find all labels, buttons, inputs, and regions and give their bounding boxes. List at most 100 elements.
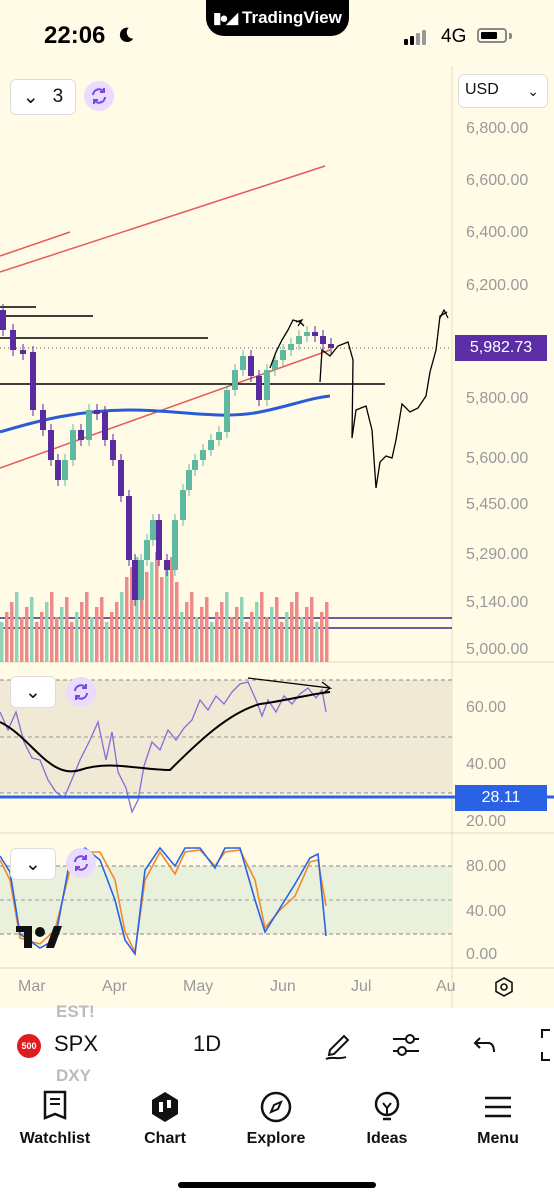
volume-bar: [250, 612, 254, 662]
volume-bar: [315, 622, 319, 662]
volume-bar: [205, 597, 209, 662]
settings-hexagon-icon[interactable]: [493, 976, 515, 998]
candle: [164, 560, 170, 570]
price-axis-label: 5,600.00: [466, 450, 529, 467]
nav-label: Watchlist: [19, 1130, 91, 1147]
candle: [118, 460, 124, 496]
volume-bar: [275, 597, 279, 662]
candle: [144, 540, 150, 560]
candle: [138, 560, 144, 600]
refresh-rsi-button[interactable]: [66, 677, 96, 707]
compass-icon: [260, 1091, 292, 1123]
indicators-toggle-button[interactable]: ⌄ 3: [10, 79, 76, 115]
status-time: 22:06: [44, 22, 106, 49]
candle: [156, 520, 162, 560]
candle: [30, 352, 36, 410]
bottom-navigation: [0, 1082, 554, 1199]
refresh-main-button[interactable]: [84, 81, 114, 111]
hamburger-icon: [485, 1096, 511, 1118]
volume-bar: [300, 617, 304, 662]
volume-bar: [135, 557, 139, 662]
last-price-tag: 5,982.73: [455, 335, 547, 361]
volume-bar: [20, 617, 24, 662]
ghost-watchlist-item: EST!: [56, 1002, 95, 1021]
indicators-sliders-icon[interactable]: [390, 1030, 422, 1060]
volume-bar: [155, 552, 159, 662]
stoch-collapse-button[interactable]: ⌄: [10, 848, 56, 880]
volume-bar: [120, 592, 124, 662]
candle: [62, 460, 68, 480]
symbol-button[interactable]: SPX: [54, 1031, 99, 1056]
candle: [296, 336, 302, 344]
signal-icon: [404, 30, 426, 45]
candle: [280, 350, 286, 360]
refresh-icon: [74, 855, 88, 871]
volume-bar: [225, 592, 229, 662]
nav-watchlist[interactable]: Watchlist: [0, 1090, 110, 1148]
candle: [186, 470, 192, 490]
volume-bar: [25, 607, 29, 662]
volume-bar: [280, 622, 284, 662]
network-type: 4G: [441, 26, 467, 47]
candle: [200, 450, 206, 460]
volume-bar: [140, 582, 144, 662]
nav-menu[interactable]: Menu: [443, 1090, 553, 1148]
undo-icon[interactable]: [472, 1032, 498, 1058]
candle: [312, 332, 318, 336]
chart-area[interactable]: [0, 66, 554, 1008]
time-axis-label: Jul: [351, 978, 372, 995]
volume-bar: [310, 597, 314, 662]
volume-bar: [40, 612, 44, 662]
volume-bar: [195, 617, 199, 662]
nav-chart[interactable]: Chart: [110, 1090, 220, 1148]
nav-label: Chart: [144, 1130, 186, 1147]
volume-bar: [50, 592, 54, 662]
volume-bar: [100, 597, 104, 662]
fullscreen-icon[interactable]: [536, 1028, 554, 1062]
candle: [304, 332, 310, 336]
volume-bar: [10, 602, 14, 662]
chevron-down-icon: ⌄: [25, 681, 41, 703]
rsi-divergence-drawing: [247, 677, 333, 695]
volume-bar: [55, 617, 59, 662]
nav-ideas[interactable]: Ideas: [332, 1090, 442, 1148]
watchlist-icon: [43, 1090, 67, 1120]
candle: [102, 412, 108, 440]
price-axis-label: 5,290.00: [466, 546, 529, 563]
volume-bar: [125, 577, 129, 662]
candle: [328, 344, 334, 348]
stoch-axis-label: 40.00: [466, 903, 507, 920]
volume-bar: [105, 622, 109, 662]
stoch-axis-label: 80.00: [466, 858, 507, 875]
volume-bar: [285, 612, 289, 662]
trendline-upper-2: [0, 231, 71, 257]
chevron-down-icon: ⌄: [22, 86, 39, 108]
pen-drawing-icon[interactable]: [322, 1028, 356, 1062]
refresh-icon: [92, 88, 106, 104]
candle: [208, 440, 214, 450]
currency-select[interactable]: USD ⌄: [458, 74, 548, 108]
candle: [232, 370, 238, 390]
candle: [0, 310, 6, 330]
price-axis-label: 6,400.00: [466, 224, 529, 241]
moon-icon: [119, 27, 134, 43]
interval-button[interactable]: 1D: [193, 1031, 222, 1056]
tradingview-watermark-icon: [16, 926, 62, 948]
price-axis-label: 6,600.00: [466, 172, 529, 189]
nav-explore[interactable]: Explore: [221, 1090, 331, 1148]
rsi-value-tag: 28.11: [455, 785, 547, 811]
chevron-down-icon: ⌄: [527, 83, 539, 99]
price-axis-label: 5,800.00: [466, 390, 529, 407]
chart-icon: [152, 1092, 178, 1122]
rsi-ma-line: [0, 691, 331, 773]
refresh-stoch-button[interactable]: [66, 848, 96, 878]
volume-bar: [200, 607, 204, 662]
time-axis-label: Au: [436, 978, 456, 995]
currency-value: USD: [465, 81, 499, 98]
volume-bar: [245, 622, 249, 662]
volume-bar: [60, 607, 64, 662]
volume-bar: [180, 612, 184, 662]
home-indicator: [178, 1182, 376, 1188]
rsi-collapse-button[interactable]: ⌄: [10, 676, 56, 708]
rsi-axis-label: 40.00: [466, 756, 507, 773]
